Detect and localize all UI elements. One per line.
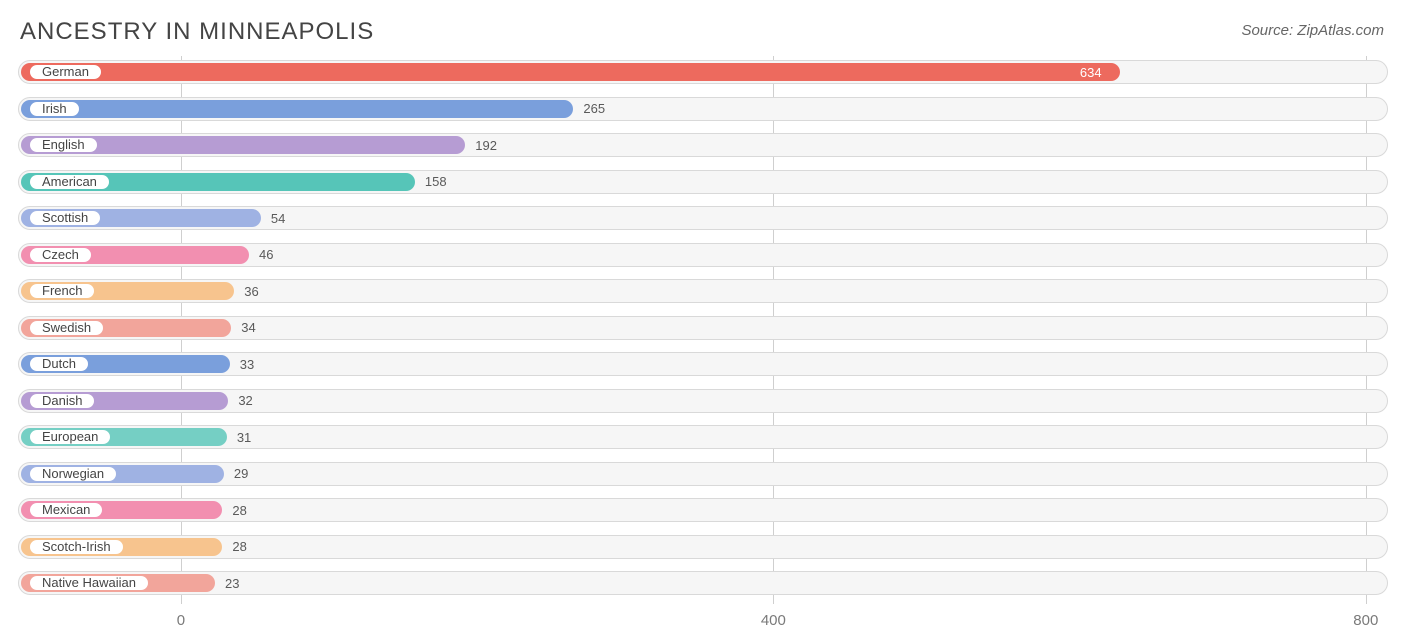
bar-label-pill: Scottish [28, 209, 102, 227]
bar-label-pill: Mexican [28, 501, 104, 519]
bar-value-label: 158 [415, 173, 447, 191]
bar-value-label: 192 [465, 136, 497, 154]
bar-value-label: 46 [249, 246, 273, 264]
bar-value-label: 634 [1080, 63, 1374, 81]
x-tick-label: 800 [1353, 612, 1378, 629]
bar-row: German 634 [18, 56, 1388, 88]
chart-area: German 634 Irish 265 English 192 American 158 Sc… [18, 56, 1388, 604]
bar-row: Scottish 54 [18, 202, 1388, 234]
bar-label-pill: Czech [28, 246, 93, 264]
bar-row: Danish 32 [18, 385, 1388, 417]
bar-row: Scotch-Irish 28 [18, 531, 1388, 563]
bar-label-pill: European [28, 428, 112, 446]
bar-row: English 192 [18, 129, 1388, 161]
bar-label-pill: Danish [28, 392, 96, 410]
bar-value-label: 36 [234, 282, 258, 300]
bar-row: American 158 [18, 166, 1388, 198]
bar-label-pill: German [28, 63, 103, 81]
bar-label-pill: French [28, 282, 96, 300]
bar-row: Norwegian 29 [18, 458, 1388, 490]
bar-value-label: 32 [228, 392, 252, 410]
bar-label-pill: Native Hawaiian [28, 574, 150, 592]
bar-fill [21, 100, 573, 118]
bar-row: Native Hawaiian 23 [18, 567, 1388, 599]
bar-value-label: 34 [231, 319, 255, 337]
x-tick-label: 400 [761, 612, 786, 629]
chart-source: Source: ZipAtlas.com [1241, 22, 1384, 39]
bar-value-label: 28 [222, 501, 246, 519]
bar-label-pill: Norwegian [28, 465, 118, 483]
chart-container: ANCESTRY IN MINNEAPOLIS Source: ZipAtlas… [0, 0, 1406, 644]
bar-row: Swedish 34 [18, 312, 1388, 344]
plot-region: German 634 Irish 265 English 192 American 158 Sc… [18, 56, 1388, 604]
bar-value-label: 31 [227, 428, 251, 446]
bar-row: Dutch 33 [18, 348, 1388, 380]
bar-value-label: 28 [222, 538, 246, 556]
bar-label-pill: Dutch [28, 355, 90, 373]
bar-fill [21, 63, 1120, 81]
bar-label-pill: American [28, 173, 111, 191]
bar-row: Czech 46 [18, 239, 1388, 271]
bar-value-label: 54 [261, 209, 285, 227]
bar-row: Mexican 28 [18, 494, 1388, 526]
bar-label-pill: Swedish [28, 319, 105, 337]
bar-value-label: 33 [230, 355, 254, 373]
x-axis: 0 400 800 [18, 608, 1388, 638]
chart-title: ANCESTRY IN MINNEAPOLIS [20, 18, 374, 45]
x-tick-label: 0 [177, 612, 185, 629]
bar-value-label: 29 [224, 465, 248, 483]
bar-value-label: 23 [215, 574, 239, 592]
bar-row: European 31 [18, 421, 1388, 453]
bar-label-pill: Scotch-Irish [28, 538, 125, 556]
bar-label-pill: Irish [28, 100, 81, 118]
chart-header: ANCESTRY IN MINNEAPOLIS Source: ZipAtlas… [0, 0, 1406, 56]
bar-value-label: 265 [573, 100, 605, 118]
bar-row: Irish 265 [18, 93, 1388, 125]
bar-label-pill: English [28, 136, 99, 154]
bar-row: French 36 [18, 275, 1388, 307]
